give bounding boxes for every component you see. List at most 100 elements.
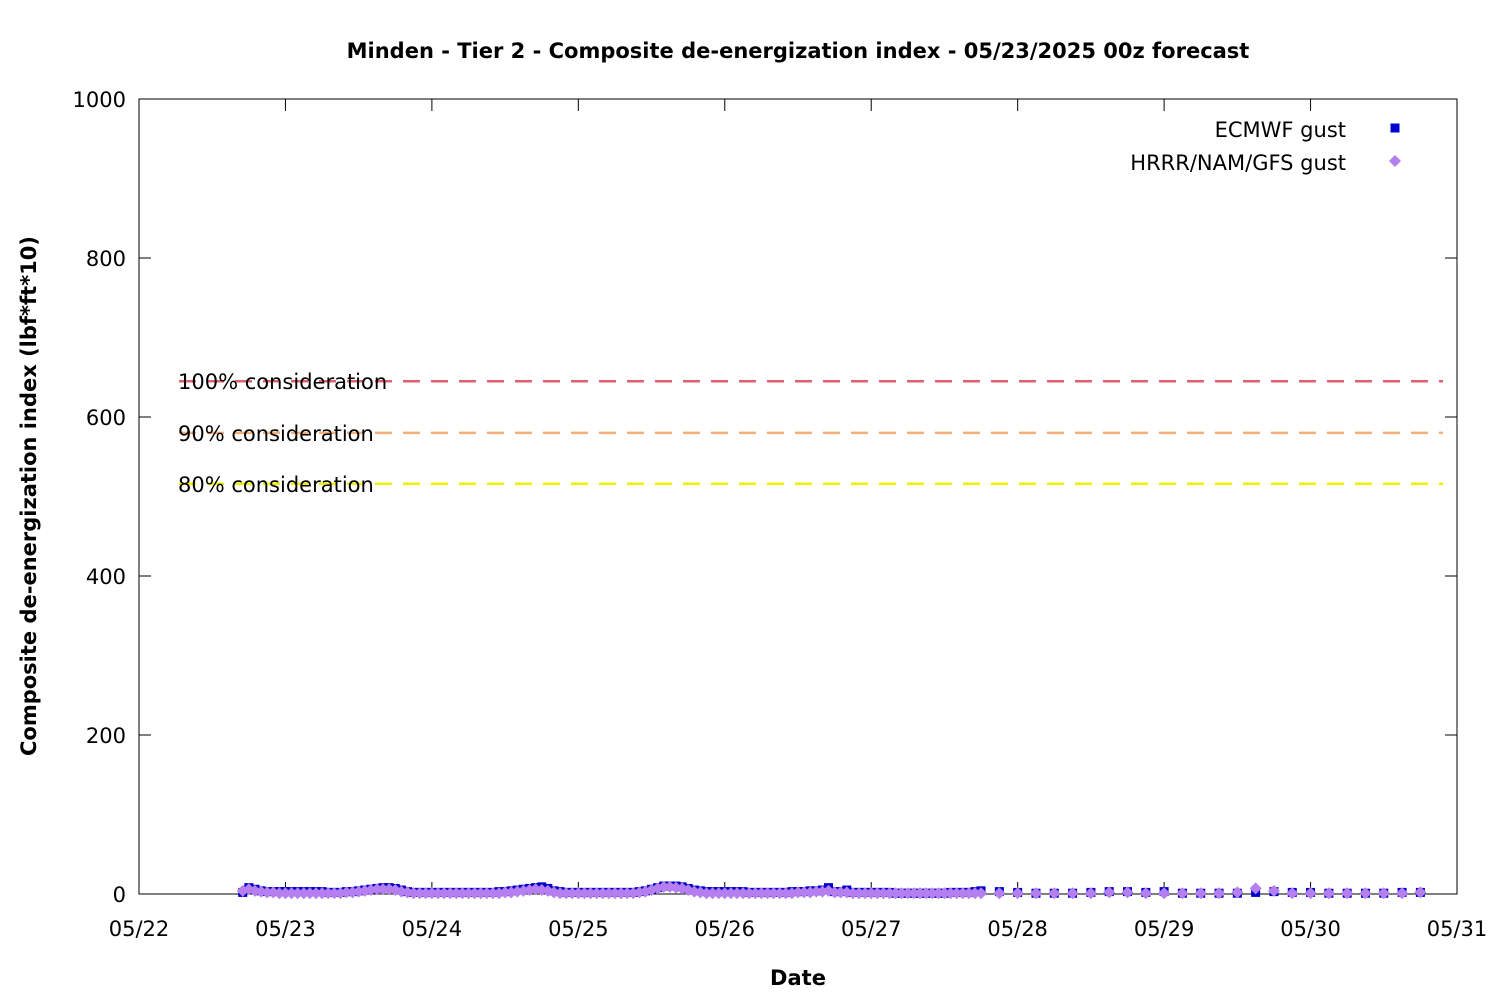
- data-point: [486, 887, 499, 900]
- data-point: [792, 886, 804, 899]
- data-point: [578, 887, 591, 900]
- data-point: [1066, 887, 1079, 900]
- data-point: [877, 887, 890, 900]
- data-point: [419, 887, 432, 900]
- y-tick-label: 800: [86, 247, 126, 271]
- data-point: [370, 883, 383, 896]
- data-point: [1231, 886, 1244, 899]
- data-point: [1341, 887, 1354, 900]
- x-tick-label: 05/31: [1427, 917, 1488, 941]
- y-axis-title: Composite de-energization index (lbf*ft*…: [17, 236, 41, 756]
- data-point: [303, 887, 316, 900]
- data-point: [285, 887, 298, 900]
- data-point: [706, 887, 719, 900]
- legend-label: ECMWF gust: [1215, 118, 1346, 142]
- data-point: [755, 887, 768, 900]
- data-point: [944, 887, 957, 900]
- data-point: [1359, 887, 1372, 900]
- data-point: [749, 887, 762, 900]
- x-axis-title: Date: [770, 966, 826, 990]
- data-point: [834, 886, 847, 899]
- data-point: [932, 887, 945, 900]
- data-point: [1029, 887, 1042, 900]
- data-point: [279, 887, 292, 900]
- data-point: [828, 886, 841, 899]
- data-point: [938, 887, 951, 900]
- threshold-label: 100% consideration: [178, 370, 387, 394]
- data-point: [853, 887, 866, 900]
- data-point: [596, 887, 609, 900]
- data-point: [993, 887, 1006, 900]
- data-point: [865, 887, 878, 900]
- data-point: [779, 887, 792, 900]
- data-point: [871, 887, 884, 900]
- data-point: [1213, 887, 1226, 900]
- data-point: [554, 887, 567, 900]
- data-point: [590, 887, 603, 900]
- data-point: [1267, 884, 1280, 897]
- data-point: [1396, 887, 1409, 900]
- x-tick-label: 05/25: [548, 917, 609, 941]
- data-point: [1158, 887, 1171, 900]
- chart-title: Minden - Tier 2 - Composite de-energizat…: [347, 39, 1250, 63]
- legend: ECMWF gust HRRR/NAM/GFS gust: [1130, 118, 1401, 175]
- y-tick-label: 600: [86, 406, 126, 430]
- data-point: [743, 887, 756, 900]
- data-point: [700, 887, 713, 900]
- data-point: [968, 887, 981, 900]
- data-point: [499, 886, 512, 899]
- data-point: [1011, 887, 1024, 900]
- data-point: [566, 887, 579, 900]
- data-point: [950, 887, 963, 900]
- data-point: [773, 887, 786, 900]
- x-tick-label: 05/23: [255, 917, 316, 941]
- data-point: [712, 887, 725, 900]
- data-point: [1176, 887, 1189, 900]
- data-point: [962, 887, 975, 900]
- data-point: [450, 887, 463, 900]
- x-tick-label: 05/24: [402, 917, 463, 941]
- data-point: [438, 887, 451, 900]
- data-point: [602, 887, 615, 900]
- data-point: [316, 887, 329, 900]
- data-point: [413, 887, 426, 900]
- legend-label: HRRR/NAM/GFS gust: [1130, 151, 1346, 175]
- data-point: [309, 887, 322, 900]
- data-point: [810, 885, 823, 898]
- data-point: [889, 887, 902, 900]
- data-point: [340, 886, 353, 899]
- data-point: [975, 887, 988, 900]
- data-point: [431, 887, 444, 900]
- axis-ticks: 0 200 400 600 800 1000 05/22 05/23 05/24 05/25 05/…: [73, 88, 1488, 941]
- data-point: [730, 887, 743, 900]
- data-point: [407, 887, 420, 900]
- y-tick-label: 0: [113, 883, 126, 907]
- data-point: [377, 883, 390, 896]
- data-point: [1249, 882, 1262, 895]
- legend-swatch: [1390, 123, 1400, 133]
- data-point: [901, 887, 914, 900]
- data-point: [737, 887, 750, 900]
- data-point: [761, 887, 774, 900]
- data-point: [608, 887, 621, 900]
- data-point: [1322, 887, 1335, 900]
- y-tick-label: 1000: [73, 88, 126, 112]
- data-point: [273, 887, 286, 900]
- y-tick-label: 200: [86, 724, 126, 748]
- data-point: [328, 887, 341, 900]
- data-point: [261, 886, 274, 899]
- data-point: [1194, 887, 1207, 900]
- data-point: [798, 886, 811, 899]
- threshold-lines: 100% consideration 90% consideration 80% c…: [178, 370, 1443, 497]
- data-point: [883, 887, 896, 900]
- data-point: [920, 887, 933, 900]
- x-tick-label: 05/29: [1134, 917, 1195, 941]
- data-point: [1414, 886, 1427, 899]
- threshold-label: 80% consideration: [178, 473, 374, 497]
- data-point: [560, 887, 573, 900]
- data-point: [1084, 887, 1097, 900]
- data-point: [846, 887, 859, 900]
- data-point: [1139, 887, 1152, 900]
- data-point: [615, 887, 628, 900]
